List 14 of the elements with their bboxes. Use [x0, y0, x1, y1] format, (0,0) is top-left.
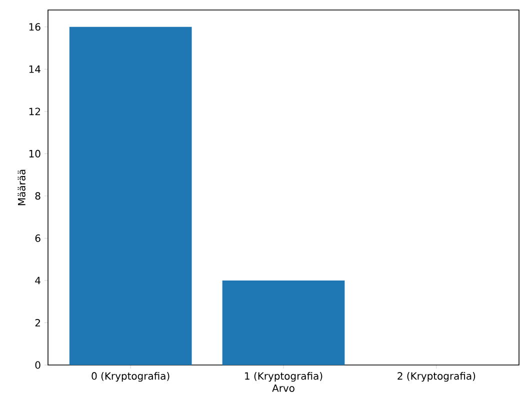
y-tick-label: 4 [35, 276, 40, 284]
y-tick-label: 12 [29, 108, 40, 116]
y-tick-label: 10 [29, 150, 40, 158]
x-tick-label: 0 (Kryptografia) [92, 372, 170, 382]
y-tick-label: 16 [29, 23, 40, 31]
x-axis-title: Arvo [272, 384, 294, 392]
y-axis-title: Määrää [18, 170, 26, 206]
y-tick-label: 8 [35, 192, 40, 200]
y-tick-label: 6 [35, 234, 40, 242]
y-tick-label: 0 [35, 361, 40, 369]
x-tick-label: 2 (Kryptografia) [398, 372, 476, 382]
y-tick-label: 14 [29, 66, 40, 73]
y-tick-label: 2 [35, 319, 40, 326]
x-tick-label: 1 (Kryptografia) [245, 372, 322, 382]
